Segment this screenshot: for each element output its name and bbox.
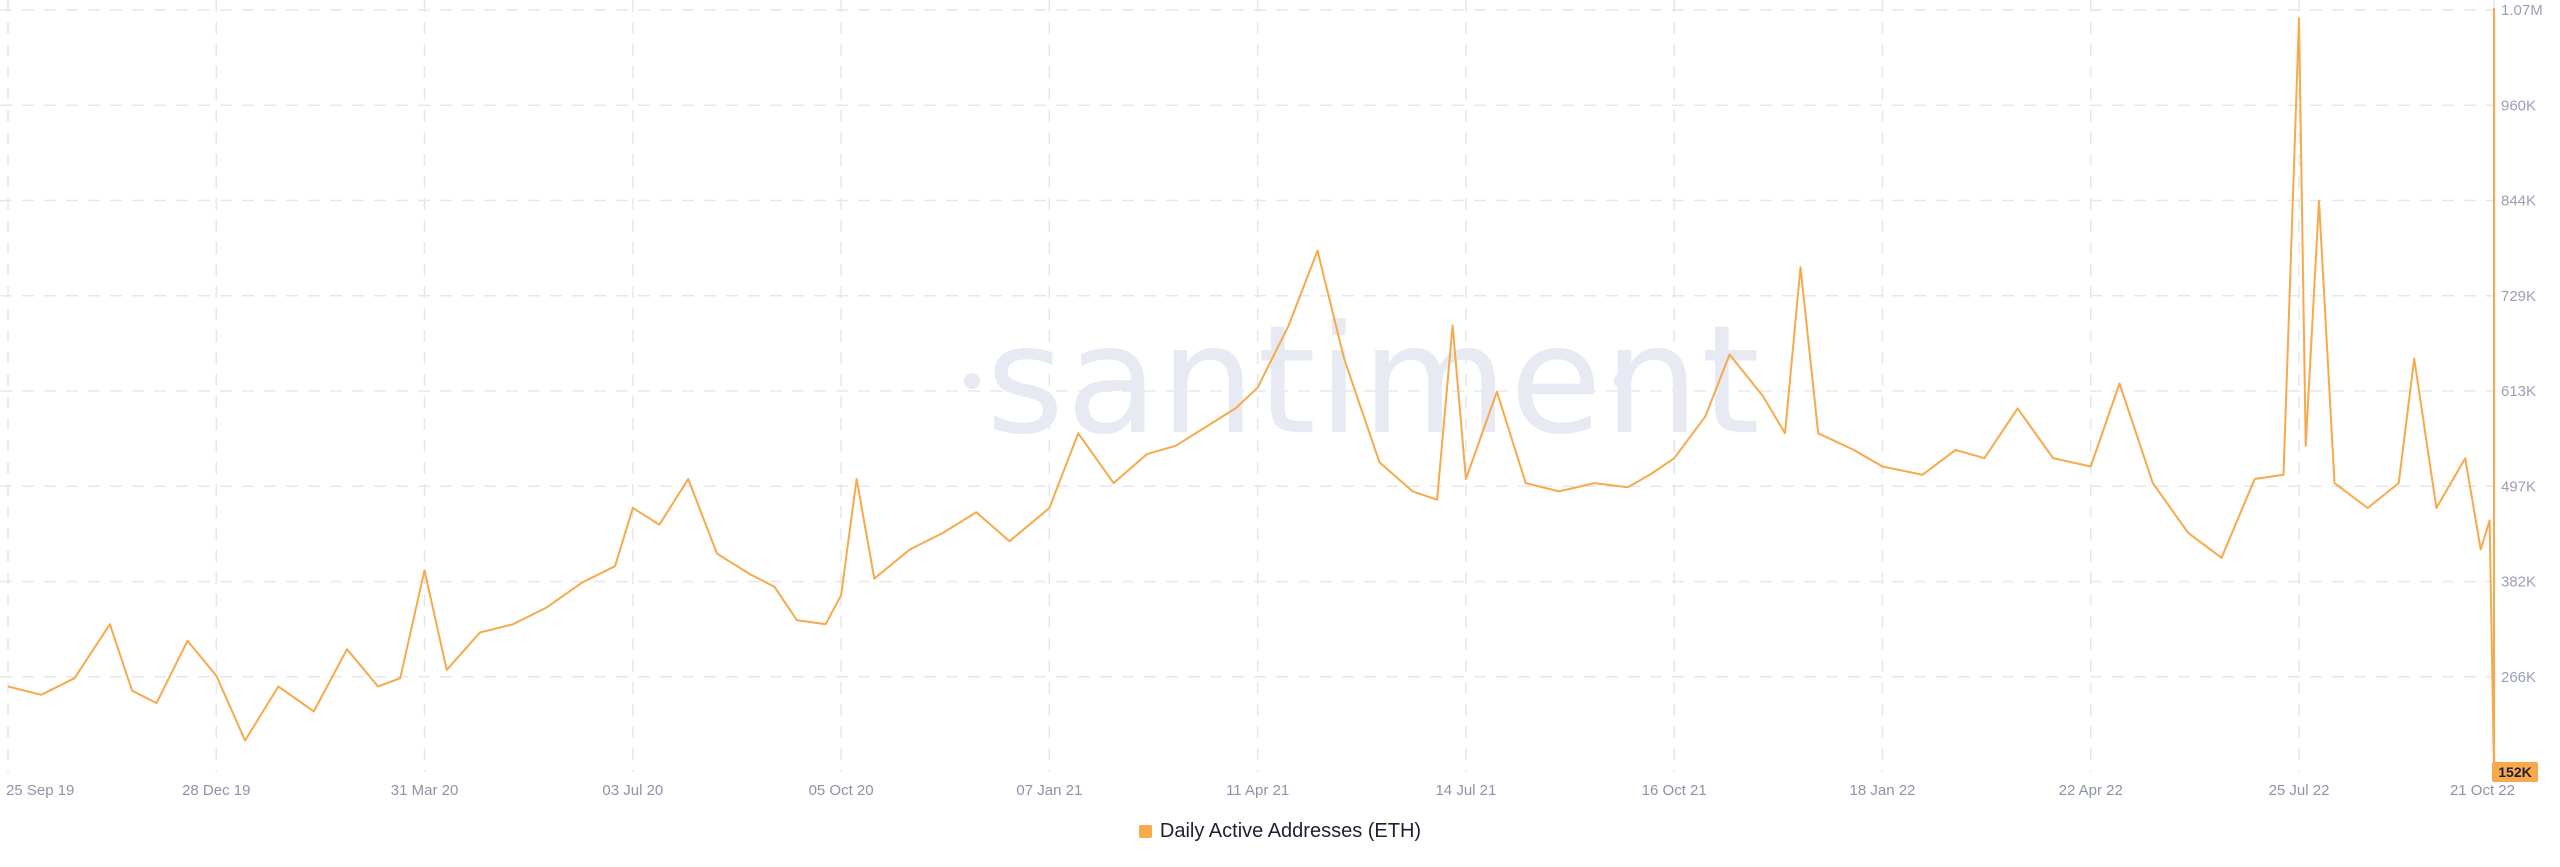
- x-tick-label: 25 Jul 22: [2269, 782, 2330, 799]
- watermark-dot-right: [1614, 373, 1630, 389]
- legend[interactable]: Daily Active Addresses (ETH): [0, 820, 2560, 843]
- legend-swatch: [1138, 825, 1152, 838]
- x-tick-label: 21 Oct 22: [2450, 782, 2515, 799]
- latest-value-label: 152K: [2498, 764, 2531, 780]
- y-tick-label: 382K: [2501, 574, 2536, 591]
- x-tick-label: 11 Apr 21: [1226, 782, 1289, 799]
- x-tick-label: 22 Apr 22: [2059, 782, 2123, 799]
- y-tick-label: 613K: [2501, 383, 2536, 400]
- watermark-dot-left: [964, 373, 980, 389]
- y-tick-label: 729K: [2501, 288, 2536, 305]
- y-axis: 1.07M 960K 844K 729K 613K 497K 382K 266K: [2501, 2, 2543, 686]
- x-tick-label: 25 Sep 19: [6, 782, 74, 799]
- x-tick-label: 16 Oct 21: [1642, 782, 1707, 799]
- y-tick-label: 960K: [2501, 97, 2536, 114]
- x-tick-label: 05 Oct 20: [809, 782, 874, 799]
- x-tick-label: 07 Jan 21: [1016, 782, 1082, 799]
- y-tick-label: 266K: [2501, 669, 2536, 686]
- x-tick-label: 28 Dec 19: [182, 782, 250, 799]
- legend-label: Daily Active Addresses (ETH): [1159, 820, 1422, 842]
- watermark-text: santiment: [986, 294, 1762, 468]
- x-tick-label: 31 Mar 20: [391, 782, 459, 799]
- x-tick-label: 03 Jul 20: [602, 782, 663, 799]
- y-tick-label: 497K: [2501, 478, 2536, 495]
- x-tick-label: 18 Jan 22: [1850, 782, 1916, 799]
- x-axis: 25 Sep 19 28 Dec 19 31 Mar 20 03 Jul 20 05 O…: [6, 782, 2515, 799]
- latest-value-badge-bg: [2492, 762, 2538, 782]
- latest-value-badge: 152K: [2492, 762, 2538, 782]
- series-line-daily-active-addresses[interactable]: [7, 17, 2495, 773]
- y-tick-label: 1.07M: [2501, 2, 2543, 19]
- x-tick-label: 14 Jul 21: [1435, 782, 1496, 799]
- watermark: santiment: [964, 294, 1762, 468]
- y-tick-label: 844K: [2501, 193, 2536, 210]
